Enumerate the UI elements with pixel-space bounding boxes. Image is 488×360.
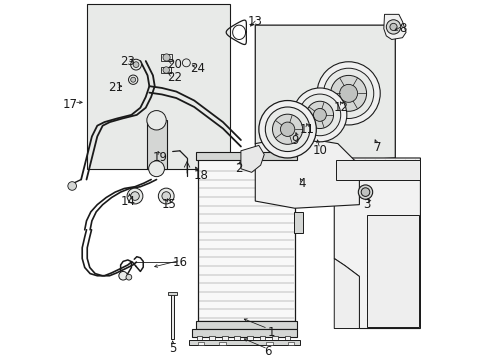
Circle shape xyxy=(148,161,164,177)
Bar xyxy=(161,67,171,73)
Circle shape xyxy=(361,188,369,197)
Circle shape xyxy=(330,75,366,111)
Circle shape xyxy=(389,23,396,31)
Bar xyxy=(188,339,300,345)
Bar xyxy=(335,160,420,180)
Bar xyxy=(146,120,166,169)
Bar xyxy=(168,292,177,295)
Text: 1: 1 xyxy=(267,325,275,339)
Bar xyxy=(366,215,418,327)
Bar xyxy=(198,158,294,321)
Bar xyxy=(293,212,303,233)
Circle shape xyxy=(130,77,136,82)
Circle shape xyxy=(146,111,166,130)
Polygon shape xyxy=(334,158,420,329)
Circle shape xyxy=(119,271,127,280)
Circle shape xyxy=(323,68,373,118)
Text: 17: 17 xyxy=(63,98,78,111)
Text: 13: 13 xyxy=(247,15,262,28)
Bar xyxy=(259,336,265,340)
Bar xyxy=(161,54,172,61)
Text: 24: 24 xyxy=(190,62,205,75)
Bar xyxy=(170,294,174,339)
Circle shape xyxy=(299,94,340,136)
Text: 14: 14 xyxy=(120,194,135,208)
Circle shape xyxy=(305,101,333,129)
Bar xyxy=(287,342,293,345)
Bar xyxy=(198,342,204,345)
Polygon shape xyxy=(383,14,405,40)
Circle shape xyxy=(339,84,357,102)
Polygon shape xyxy=(255,136,359,208)
Text: 21: 21 xyxy=(107,81,122,94)
Circle shape xyxy=(313,108,325,121)
Text: 8: 8 xyxy=(398,22,406,35)
Circle shape xyxy=(182,59,190,67)
Circle shape xyxy=(130,192,139,201)
Circle shape xyxy=(133,62,139,68)
Circle shape xyxy=(386,20,400,34)
Bar xyxy=(272,336,277,340)
Circle shape xyxy=(126,274,131,280)
Text: 4: 4 xyxy=(298,177,305,190)
Circle shape xyxy=(127,188,142,204)
Polygon shape xyxy=(241,145,264,172)
Circle shape xyxy=(292,88,346,142)
Text: 7: 7 xyxy=(373,141,380,154)
Polygon shape xyxy=(255,25,394,165)
Text: 16: 16 xyxy=(172,256,187,269)
Circle shape xyxy=(158,188,174,204)
Bar xyxy=(265,342,272,345)
Circle shape xyxy=(280,122,294,136)
Circle shape xyxy=(272,114,302,144)
Bar xyxy=(219,342,225,345)
Bar xyxy=(284,336,290,340)
Text: 10: 10 xyxy=(312,144,326,157)
Text: 12: 12 xyxy=(333,101,348,114)
Circle shape xyxy=(316,62,380,125)
Circle shape xyxy=(358,185,372,199)
Text: 20: 20 xyxy=(167,58,182,71)
Bar xyxy=(234,336,240,340)
Circle shape xyxy=(258,100,316,158)
Text: 18: 18 xyxy=(194,170,208,183)
Circle shape xyxy=(68,182,76,190)
Polygon shape xyxy=(334,258,359,329)
Text: 5: 5 xyxy=(169,342,176,355)
Bar xyxy=(196,321,296,329)
Text: 2: 2 xyxy=(235,162,243,175)
Text: 19: 19 xyxy=(152,152,167,165)
Text: 11: 11 xyxy=(299,123,314,136)
Bar xyxy=(222,336,227,340)
Bar xyxy=(196,336,202,340)
Text: 6: 6 xyxy=(264,345,271,358)
Bar xyxy=(192,329,296,337)
Text: 3: 3 xyxy=(362,198,369,211)
Circle shape xyxy=(162,192,170,201)
Bar xyxy=(209,336,215,340)
Text: 22: 22 xyxy=(166,71,182,84)
Circle shape xyxy=(130,59,141,70)
Circle shape xyxy=(163,54,170,61)
Circle shape xyxy=(128,75,138,84)
Text: 23: 23 xyxy=(120,54,135,68)
Circle shape xyxy=(163,67,169,73)
Bar xyxy=(246,336,252,340)
Polygon shape xyxy=(86,4,230,169)
Bar xyxy=(196,152,296,160)
Text: 15: 15 xyxy=(162,198,176,211)
Text: 9: 9 xyxy=(290,134,298,147)
Circle shape xyxy=(265,107,309,152)
